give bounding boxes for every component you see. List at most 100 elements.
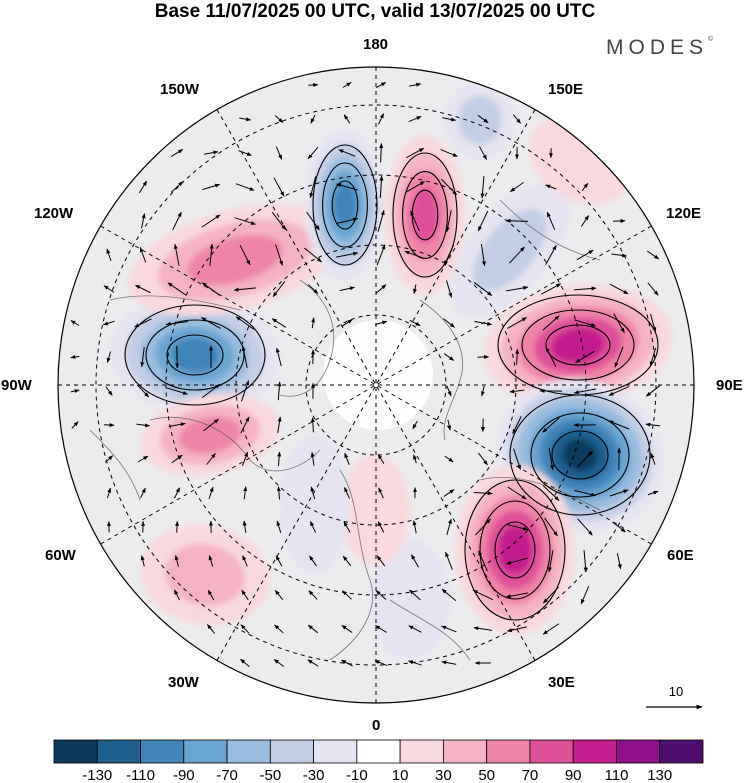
wind-vector <box>609 489 629 497</box>
wind-vector <box>477 114 489 124</box>
lon-label-90w: 90W <box>1 377 32 394</box>
wind-vector <box>336 217 359 224</box>
wind-vector <box>377 209 385 232</box>
wind-vector <box>573 286 597 291</box>
wind-vector <box>70 389 80 394</box>
wind-vector <box>440 149 458 157</box>
wind-vector <box>509 181 524 193</box>
wind-vector <box>509 389 525 394</box>
wind-vector <box>275 555 283 567</box>
wind-vector <box>165 320 188 326</box>
wind-vector <box>505 557 528 565</box>
wind-vector <box>645 385 661 397</box>
contour-line <box>392 152 458 278</box>
wind-vector <box>574 489 597 497</box>
wind-vector <box>340 659 353 667</box>
wind-vector <box>106 248 112 262</box>
wind-vector <box>542 315 560 331</box>
wind-vector <box>608 386 630 396</box>
wind-vector <box>478 550 488 572</box>
contour-line <box>312 144 378 266</box>
negative-anomaly-contour <box>562 438 598 472</box>
wind-vector <box>275 244 283 266</box>
colorbar-tick-label: 90 <box>565 767 582 783</box>
wind-vector <box>413 454 417 464</box>
wind-vector <box>233 287 256 292</box>
wind-vector <box>202 183 221 191</box>
colorbar-tick-label: 110 <box>605 767 629 783</box>
wind-vector <box>240 416 250 434</box>
colorbar-tick-label: 50 <box>478 767 495 783</box>
wind-vector <box>335 183 358 191</box>
wind-vector <box>444 455 454 463</box>
colorbar: -130 -110 -90 -70 -50 -30 -10 10 30 50 70 90 110 130 <box>53 739 704 783</box>
wind-vector <box>473 626 493 631</box>
wind-vector <box>613 313 625 334</box>
wind-vector <box>546 211 556 230</box>
contour-line <box>322 162 368 248</box>
wind-vector <box>409 319 421 327</box>
wind-vector <box>406 147 425 159</box>
wind-vector <box>241 451 249 466</box>
wind-vector <box>548 448 555 471</box>
wind-vector <box>310 114 316 124</box>
wind-vector <box>307 146 319 160</box>
contour-line <box>145 319 245 391</box>
wind-vector <box>140 555 145 567</box>
lon-label-150w: 150W <box>160 81 200 98</box>
wind-vector <box>234 217 256 225</box>
wind-vector <box>574 319 597 327</box>
wind-vector <box>478 452 488 466</box>
wind-vector <box>509 246 525 264</box>
wind-vector <box>137 455 149 463</box>
wind-vector <box>477 210 489 232</box>
positive-anomaly-contour <box>340 455 410 565</box>
wind-vector <box>576 249 594 261</box>
wind-vector <box>307 624 319 634</box>
colorbar-tick-label: 30 <box>435 767 452 783</box>
wind-vector <box>166 387 189 395</box>
wind-vector <box>310 417 315 433</box>
wind-vector <box>167 282 187 296</box>
negative-anomaly-contour <box>473 209 547 291</box>
wind-vector <box>208 555 214 567</box>
wind-vector <box>134 318 152 328</box>
contour-line <box>521 309 635 381</box>
wind-vector <box>647 490 659 496</box>
colorbar-swatch <box>616 739 661 764</box>
positive-anomaly-contour <box>497 525 533 575</box>
contour-line <box>494 521 536 579</box>
colorbar-tick-label: -10 <box>346 767 368 783</box>
wind-vector <box>271 318 287 328</box>
wind-vector <box>208 486 214 500</box>
wind-vector <box>310 486 316 500</box>
wind-vector <box>209 243 214 266</box>
colorbar-swatch <box>356 739 401 764</box>
wind-vector <box>480 175 485 199</box>
wind-vector <box>616 553 622 570</box>
wind-vector <box>506 626 527 633</box>
wind-vector <box>168 422 186 428</box>
wind-vector <box>473 491 493 496</box>
wind-vector <box>173 487 181 499</box>
wind-vector <box>275 146 283 160</box>
negative-anomaly-contour <box>333 183 357 227</box>
contour-line <box>166 334 224 376</box>
wind-vector <box>583 549 588 573</box>
colorbar-swatch <box>442 739 488 764</box>
wind-vector <box>339 286 355 292</box>
wind-vector <box>308 590 318 600</box>
wind-vector <box>472 589 494 601</box>
wind-vector <box>309 176 317 199</box>
wind-vector <box>242 520 247 534</box>
wind-vector <box>201 282 221 296</box>
contour-line <box>509 394 651 516</box>
meridian-line <box>100 225 652 545</box>
wind-vector <box>374 625 387 633</box>
colorbar-swatch <box>399 739 444 764</box>
wind-vector <box>408 625 422 633</box>
wind-vector <box>545 184 557 190</box>
wind-vector <box>175 345 180 369</box>
wind-vector <box>103 285 115 293</box>
wind-vector <box>376 82 387 88</box>
